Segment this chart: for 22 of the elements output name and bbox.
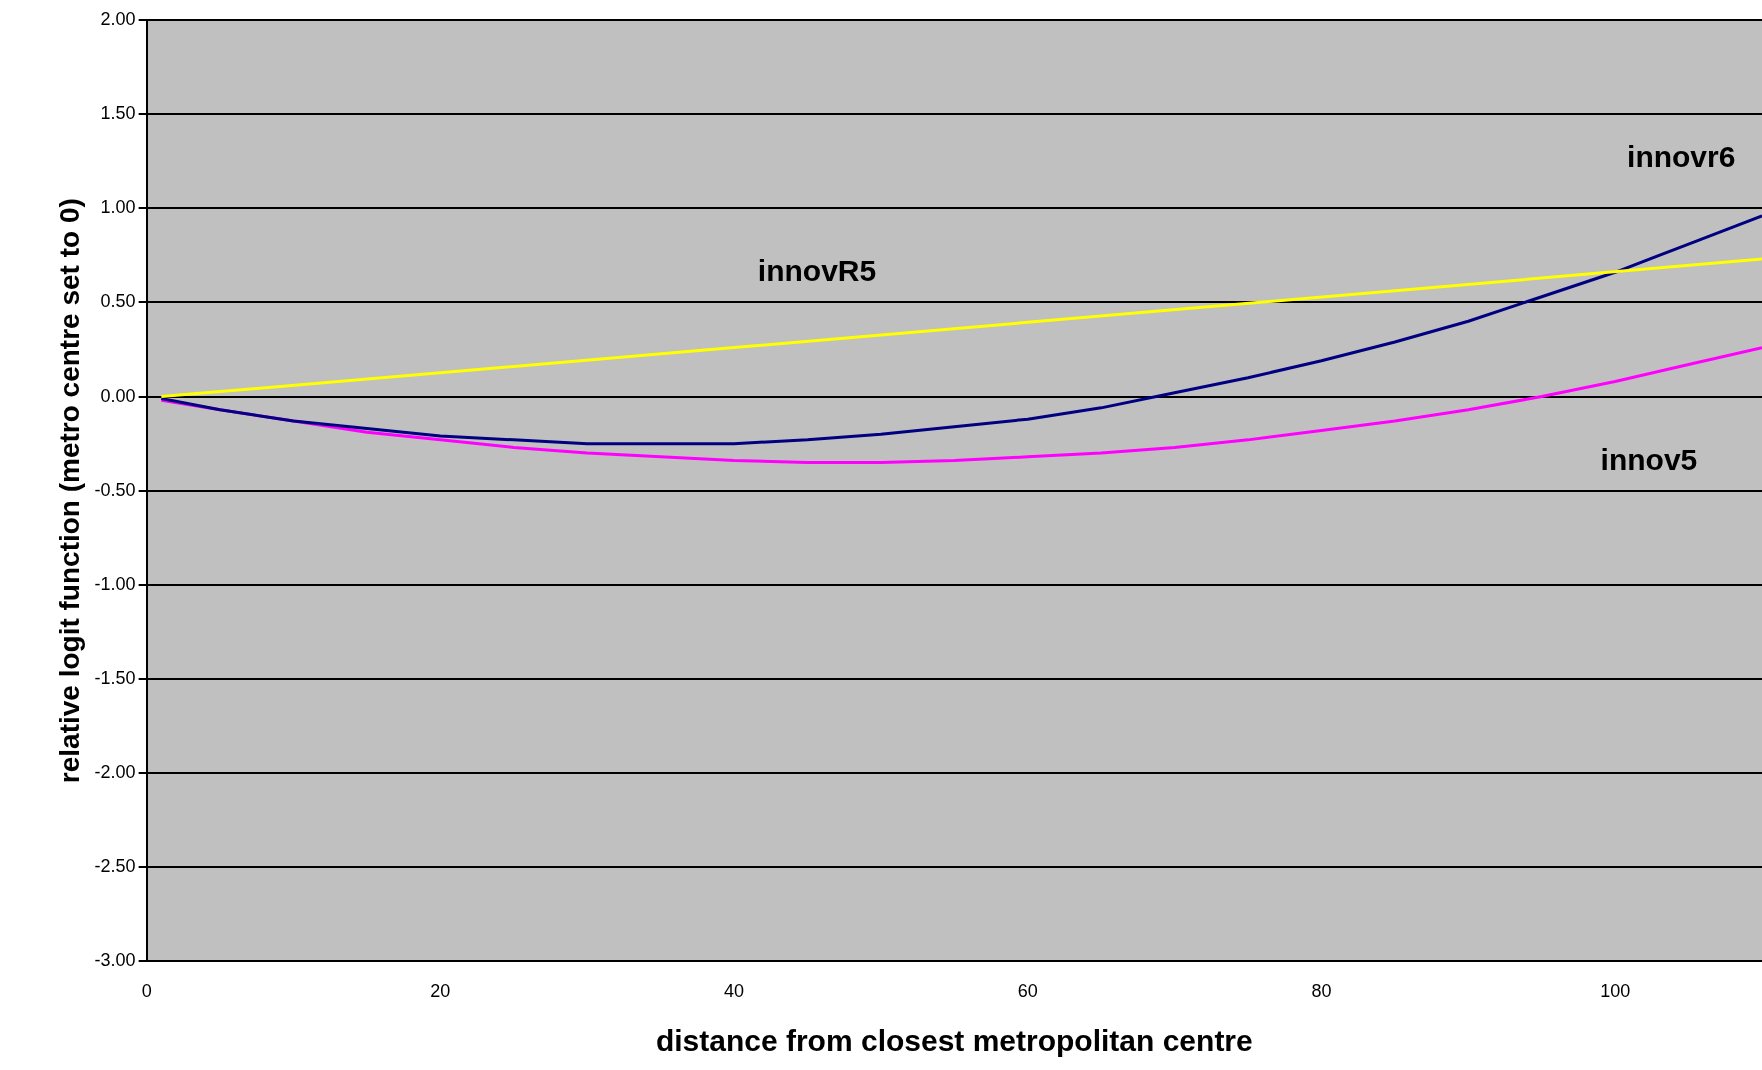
y-tick-label: -1.50 xyxy=(94,667,136,688)
y-tick-label: 2.00 xyxy=(100,8,136,29)
series-label: innovR5 xyxy=(757,253,877,287)
y-tick-label: 1.00 xyxy=(100,197,136,218)
y-tick-label: -1.00 xyxy=(94,573,136,594)
x-tick-label: 0 xyxy=(141,981,152,1002)
y-tick-label: -2.50 xyxy=(94,856,136,877)
x-tick-label: 60 xyxy=(1017,981,1038,1002)
x-axis-title: distance from closest metropolitan centre xyxy=(655,1024,1253,1058)
y-tick-label: -2.00 xyxy=(94,762,136,783)
x-tick-label: 100 xyxy=(1600,981,1631,1002)
y-tick-label: 0.50 xyxy=(100,291,136,312)
y-tick-label: 0.00 xyxy=(100,385,136,406)
x-tick-label: 40 xyxy=(724,981,745,1002)
y-tick-label: -3.00 xyxy=(94,950,136,971)
series-label: innovr6 xyxy=(1627,140,1736,174)
y-tick-label: -0.50 xyxy=(94,479,136,500)
x-tick-label: 80 xyxy=(1311,981,1332,1002)
y-axis-title: relative logit function (metro centre set to 0) xyxy=(53,198,85,784)
y-tick-label: 1.50 xyxy=(100,103,136,124)
series-label: innov5 xyxy=(1600,442,1698,476)
x-tick-label: 20 xyxy=(430,981,451,1002)
